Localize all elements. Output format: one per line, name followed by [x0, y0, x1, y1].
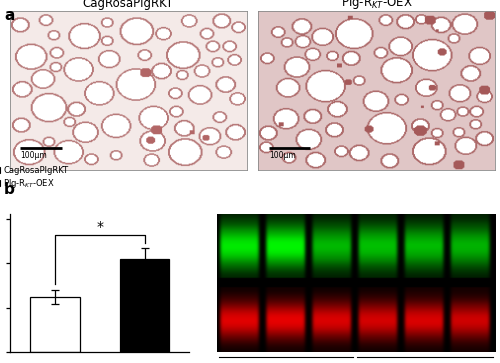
Text: *: *	[96, 220, 103, 234]
Bar	[30, 297, 80, 352]
Text: 100μm: 100μm	[269, 151, 295, 160]
Legend: CagRosaPlgRKT, Plg-R$_{KT}$-OEX: CagRosaPlgRKT, Plg-R$_{KT}$-OEX	[0, 166, 68, 190]
Text: 100μm: 100μm	[20, 151, 47, 160]
Bar	[120, 258, 169, 352]
Text: b: b	[4, 182, 15, 196]
Text: a: a	[4, 8, 14, 23]
Title: CagRosaPlgRKT: CagRosaPlgRKT	[82, 0, 174, 10]
Title: Plg-R$_{KT}$-OEX: Plg-R$_{KT}$-OEX	[341, 0, 412, 11]
